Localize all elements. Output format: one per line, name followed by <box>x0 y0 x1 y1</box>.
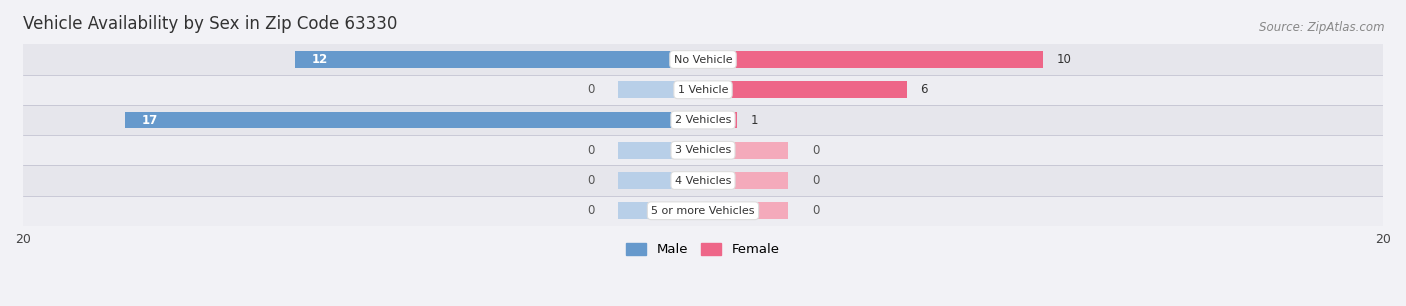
Bar <box>703 112 737 128</box>
Text: 5 or more Vehicles: 5 or more Vehicles <box>651 206 755 216</box>
Text: 17: 17 <box>142 114 159 126</box>
Bar <box>703 203 787 219</box>
Text: 10: 10 <box>1057 53 1071 66</box>
Text: 0: 0 <box>586 204 595 217</box>
Bar <box>703 51 1043 68</box>
Bar <box>22 105 1384 135</box>
Bar <box>22 196 1384 226</box>
Text: 2 Vehicles: 2 Vehicles <box>675 115 731 125</box>
Bar <box>703 172 787 189</box>
Bar <box>22 135 1384 165</box>
Text: No Vehicle: No Vehicle <box>673 54 733 65</box>
Text: 6: 6 <box>921 83 928 96</box>
Text: Source: ZipAtlas.com: Source: ZipAtlas.com <box>1260 21 1385 34</box>
Bar <box>295 51 703 68</box>
Text: 3 Vehicles: 3 Vehicles <box>675 145 731 155</box>
Text: 0: 0 <box>586 174 595 187</box>
Text: 12: 12 <box>312 53 328 66</box>
Text: 0: 0 <box>586 83 595 96</box>
Text: 1 Vehicle: 1 Vehicle <box>678 85 728 95</box>
Bar <box>703 81 907 98</box>
Text: 4 Vehicles: 4 Vehicles <box>675 176 731 185</box>
Bar <box>22 75 1384 105</box>
Bar <box>22 165 1384 196</box>
Text: 0: 0 <box>811 144 820 157</box>
Text: 0: 0 <box>811 204 820 217</box>
Text: Vehicle Availability by Sex in Zip Code 63330: Vehicle Availability by Sex in Zip Code … <box>22 15 398 33</box>
Text: 0: 0 <box>811 174 820 187</box>
Bar <box>619 172 703 189</box>
Bar <box>619 81 703 98</box>
Bar <box>619 203 703 219</box>
Bar <box>619 142 703 159</box>
Text: 1: 1 <box>751 114 758 126</box>
Bar <box>703 142 787 159</box>
Legend: Male, Female: Male, Female <box>621 237 785 261</box>
Bar <box>22 44 1384 75</box>
Bar <box>125 112 703 128</box>
Text: 0: 0 <box>586 144 595 157</box>
